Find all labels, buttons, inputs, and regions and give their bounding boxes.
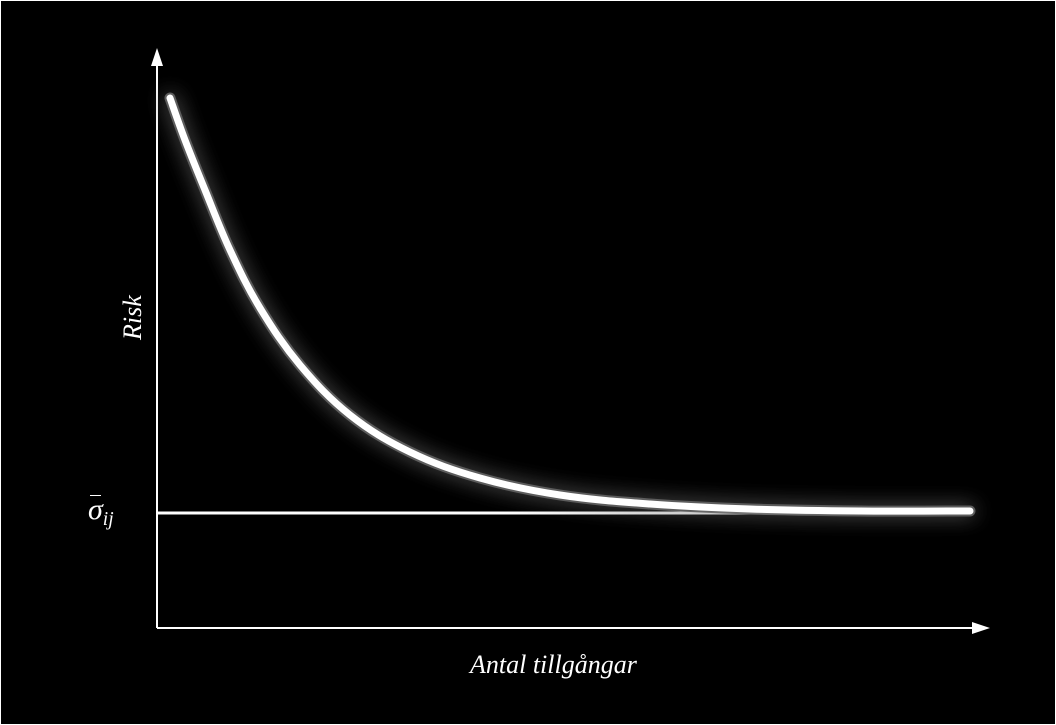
chart-container: Risk Antal tillgångar σij xyxy=(0,0,1056,725)
chart-svg xyxy=(0,0,1056,725)
y-axis-label: Risk xyxy=(118,295,148,340)
sigma-bar-symbol: σ xyxy=(88,493,103,527)
asymptote-sigma-label: σij xyxy=(88,493,114,531)
x-axis-label: Antal tillgångar xyxy=(470,650,637,680)
sigma-subscript: ij xyxy=(103,509,114,530)
